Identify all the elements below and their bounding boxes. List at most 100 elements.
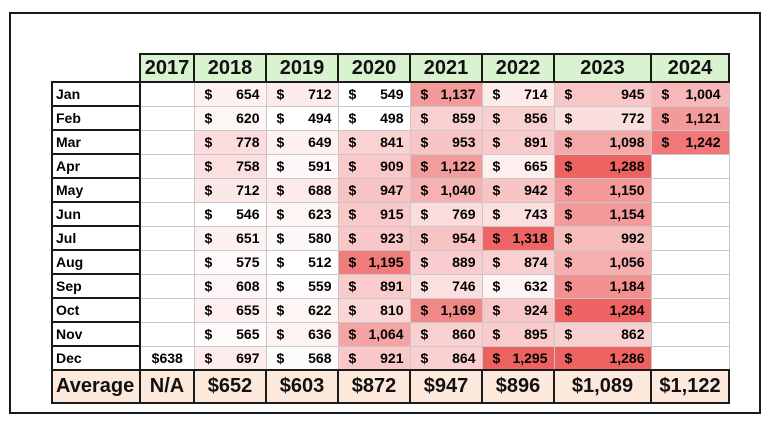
currency-symbol: $ [348,302,357,318]
month-row-jul: Jul $651 $580 $923 $954 $1,318 $992 [51,225,730,251]
currency-symbol: $ [276,254,285,270]
month-label: May [51,177,141,203]
empty-cell [650,345,730,371]
value-amount: 636 [308,326,332,342]
empty-cell [650,249,730,275]
currency-symbol: $ [276,349,285,366]
value-cell: $769 [409,201,483,227]
value-amount: 575 [236,254,260,270]
month-row-mar: Mar $778 $649 $841 $953 $891 $1,098 $1,242 [51,129,730,155]
value-cell: $622 [265,297,339,323]
currency-symbol: $ [204,302,213,318]
value-amount: 494 [308,110,332,126]
month-row-jun: Jun $546 $623 $915 $769 $743 $1,154 [51,201,730,227]
currency-symbol: $ [348,349,357,366]
currency-symbol: $ [420,278,429,294]
currency-symbol: $ [492,326,501,342]
value-cell: $1,056 [553,249,652,275]
value-cell: $620 [193,105,267,131]
value-amount: 608 [236,278,260,294]
empty-cell [650,177,730,203]
year-header-2018: 2018 [193,53,267,83]
month-row-oct: Oct $655 $622 $810 $1,169 $924 $1,284 [51,297,730,323]
value-amount: 895 [524,326,548,342]
value-cell: $947 [337,177,411,203]
empty-cell [650,225,730,251]
currency-symbol: $ [276,182,285,198]
currency-symbol: $ [348,206,357,222]
value-amount: 512 [308,254,332,270]
month-row-sep: Sep $608 $559 $891 $746 $632 $1,184 [51,273,730,299]
year-header-2024: 2024 [650,53,730,83]
value-cell: $580 [265,225,339,251]
currency-symbol: $ [564,349,573,366]
value-cell: $575 [193,249,267,275]
value-amount: 746 [452,278,476,294]
month-row-may: May $712 $688 $947 $1,040 $942 $1,150 [51,177,730,203]
value-cell: $1,121 [650,105,730,131]
value-cell: $895 [481,321,555,347]
value-cell: $862 [553,321,652,347]
value-amount: 1,184 [609,278,645,294]
value-amount: 565 [236,326,260,342]
value-amount: 1,284 [609,302,645,318]
currency-symbol: $ [204,110,213,126]
currency-symbol: $ [564,278,573,294]
value-cell: $864 [409,345,483,371]
value-amount: 1,150 [609,182,645,198]
value-amount: 778 [236,134,260,150]
currency-symbol: $ [564,158,573,174]
value-cell: $608 [193,273,267,299]
average-label: Average [51,369,141,404]
average-cell: $603 [265,369,339,404]
currency-symbol: $ [420,302,429,318]
value-amount: 1,064 [368,326,404,342]
value-cell: $953 [409,129,483,155]
currency-symbol: $ [420,206,429,222]
month-label: Aug [51,249,141,275]
currency-symbol: $ [276,302,285,318]
empty-cell [650,273,730,299]
currency-symbol: $ [564,326,573,342]
value-cell: $512 [265,249,339,275]
value-cell: $568 [265,345,339,371]
value-amount: 947 [380,182,404,198]
month-label: Sep [51,273,141,299]
value-amount: 632 [524,278,548,294]
value-cell: $954 [409,225,483,251]
value-cell: $1,242 [650,129,730,155]
empty-cell [139,225,195,251]
month-label: Oct [51,297,141,323]
value-cell: $921 [337,345,411,371]
average-row: Average N/A $652 $603 $872 $947 $896 $1,… [51,369,730,404]
year-header-2023: 2023 [553,53,652,83]
currency-symbol: $ [492,349,501,366]
value-amount: 712 [236,182,260,198]
month-label: Jan [51,81,141,107]
month-row-aug: Aug $575 $512 $1,195 $889 $874 $1,056 [51,249,730,275]
value-cell: $909 [337,153,411,179]
value-cell: $546 [193,201,267,227]
value-amount: 862 [621,326,645,342]
value-amount: 714 [524,86,548,103]
currency-symbol: $ [492,134,501,150]
value-amount: 891 [524,134,548,150]
currency-symbol: $ [276,326,285,342]
currency-symbol: $ [564,182,573,198]
currency-symbol: $ [276,230,285,246]
average-cell: $652 [193,369,267,404]
value-amount: 915 [380,206,404,222]
currency-symbol: $ [204,230,213,246]
value-cell: $665 [481,153,555,179]
value-amount: 860 [452,326,476,342]
currency-symbol: $ [564,206,573,222]
value-amount: 992 [621,230,645,246]
value-amount: 1,288 [609,158,645,174]
value-amount: 772 [621,110,645,126]
currency-symbol: $ [420,158,429,174]
value-amount: 810 [380,302,404,318]
value-amount: 841 [380,134,404,150]
value-cell: $494 [265,105,339,131]
currency-symbol: $ [348,110,357,126]
currency-symbol: $ [492,206,501,222]
